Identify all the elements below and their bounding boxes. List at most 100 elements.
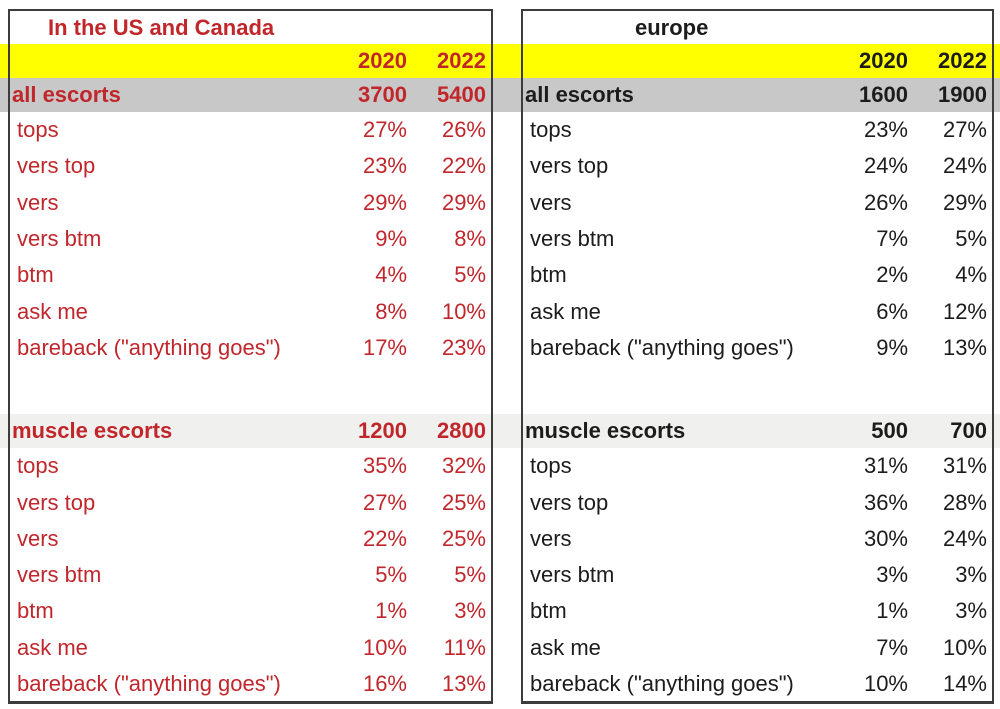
table-row: vers btm 3% 3%	[523, 557, 992, 593]
year-column-header: 2020	[358, 48, 407, 73]
cell-2020: 7%	[876, 634, 908, 660]
section-total-2020: 3700	[358, 82, 407, 107]
cell-2022: 27%	[942, 117, 987, 143]
cell-2022: 31%	[942, 453, 987, 479]
table-row: bareback ("anything goes") 9% 13%	[523, 330, 992, 366]
table-row: ask me 10% 11%	[10, 630, 491, 666]
table-row: btm 2% 4%	[523, 257, 992, 293]
cell-2022: 8%	[454, 226, 486, 252]
cell-2022: 10%	[441, 298, 486, 324]
table-row: ask me 7% 10%	[523, 630, 992, 666]
cell-2020: 24%	[863, 153, 908, 179]
cell-2020: 16%	[362, 671, 407, 696]
table-row: ask me 8% 10%	[10, 293, 491, 329]
table-row: vers 26% 29%	[523, 185, 992, 221]
row-label: bareback ("anything goes")	[530, 334, 794, 360]
section-total-2022: 700	[950, 418, 987, 444]
table-row: vers 22% 25%	[10, 521, 491, 557]
cell-2020: 3%	[876, 562, 908, 588]
years-header-band	[0, 44, 1000, 78]
cell-2022: 25%	[441, 489, 486, 515]
cell-2020: 2%	[876, 262, 908, 288]
cell-2022: 24%	[942, 525, 987, 551]
cell-2022: 29%	[441, 189, 486, 215]
table-row: vers btm 9% 8%	[10, 221, 491, 257]
row-label: vers	[17, 525, 59, 551]
section-total-2022: 5400	[437, 82, 486, 107]
cell-2022: 29%	[942, 189, 987, 215]
table-europe: europe 2020 2022 all escorts 1600 1900 tops 23%…	[521, 9, 994, 704]
section-label: muscle escorts	[12, 418, 173, 444]
cell-2020: 10%	[863, 671, 908, 696]
section-label: all escorts	[12, 82, 121, 107]
cell-2020: 4%	[375, 262, 407, 288]
cell-2020: 36%	[863, 489, 908, 515]
row-label: ask me	[530, 298, 601, 324]
row-label: vers btm	[530, 562, 615, 588]
table-row: vers top 24% 24%	[523, 148, 992, 184]
row-label: vers	[530, 525, 572, 551]
cell-2022: 5%	[454, 262, 486, 288]
cell-2020: 7%	[876, 226, 908, 252]
years-header-row: 2020 2022	[10, 44, 491, 78]
cell-2020: 9%	[375, 226, 407, 252]
muscle-escorts-section-band	[0, 414, 1000, 448]
cell-2022: 22%	[441, 153, 486, 179]
spacer-row	[523, 366, 992, 414]
table-row: bareback ("anything goes") 17% 23%	[10, 330, 491, 366]
cell-2020: 10%	[362, 634, 407, 660]
cell-2022: 23%	[441, 334, 486, 360]
year-column-header: 2020	[859, 48, 908, 73]
table-row: vers 30% 24%	[523, 521, 992, 557]
table-row: tops 31% 31%	[523, 448, 992, 484]
table-title: europe	[635, 14, 709, 40]
cell-2022: 5%	[955, 226, 987, 252]
row-label: vers top	[530, 489, 609, 515]
section-header-row: all escorts 3700 5400	[10, 78, 491, 112]
cell-2022: 24%	[942, 153, 987, 179]
cell-2020: 23%	[863, 117, 908, 143]
cell-2022: 12%	[942, 298, 987, 324]
table-row: vers btm 7% 5%	[523, 221, 992, 257]
section-total-2022: 2800	[437, 418, 486, 444]
cell-2022: 5%	[454, 562, 486, 588]
cell-2022: 4%	[955, 262, 987, 288]
row-label: vers btm	[17, 226, 102, 252]
cell-2022: 25%	[441, 525, 486, 551]
table-row: vers 29% 29%	[10, 185, 491, 221]
section-header-row: muscle escorts 1200 2800	[10, 414, 491, 448]
cell-2020: 8%	[375, 298, 407, 324]
cell-2020: 6%	[876, 298, 908, 324]
table-row: bareback ("anything goes") 10% 14%	[523, 666, 992, 701]
table-title-row: In the US and Canada	[10, 11, 491, 44]
cell-2022: 11%	[443, 634, 486, 660]
section-label: all escorts	[525, 82, 634, 107]
table-row: bareback ("anything goes") 16% 13%	[10, 666, 491, 701]
table-row: tops 35% 32%	[10, 448, 491, 484]
table-row: btm 1% 3%	[10, 593, 491, 629]
section-total-2022: 1900	[938, 82, 987, 107]
table-row: vers top 23% 22%	[10, 148, 491, 184]
section-total-2020: 500	[871, 418, 908, 444]
row-label: vers	[530, 189, 572, 215]
row-label: vers top	[530, 153, 609, 179]
section-label: muscle escorts	[525, 418, 686, 444]
row-label: btm	[17, 598, 54, 624]
all-escorts-section-band	[0, 78, 1000, 112]
cell-2020: 22%	[362, 525, 407, 551]
row-label: vers btm	[530, 226, 615, 252]
table-row: ask me 6% 12%	[523, 293, 992, 329]
cell-2022: 32%	[441, 453, 486, 479]
cell-2022: 26%	[441, 117, 486, 143]
cell-2022: 13%	[441, 671, 486, 696]
cell-2020: 26%	[863, 189, 908, 215]
row-label: ask me	[17, 634, 88, 660]
table-row: vers top 36% 28%	[523, 484, 992, 520]
cell-2022: 3%	[955, 562, 987, 588]
cell-2022: 14%	[942, 671, 987, 696]
table-row: vers btm 5% 5%	[10, 557, 491, 593]
cell-2020: 5%	[375, 562, 407, 588]
row-label: vers top	[17, 153, 96, 179]
section-total-2020: 1200	[358, 418, 407, 444]
row-label: vers btm	[17, 562, 102, 588]
